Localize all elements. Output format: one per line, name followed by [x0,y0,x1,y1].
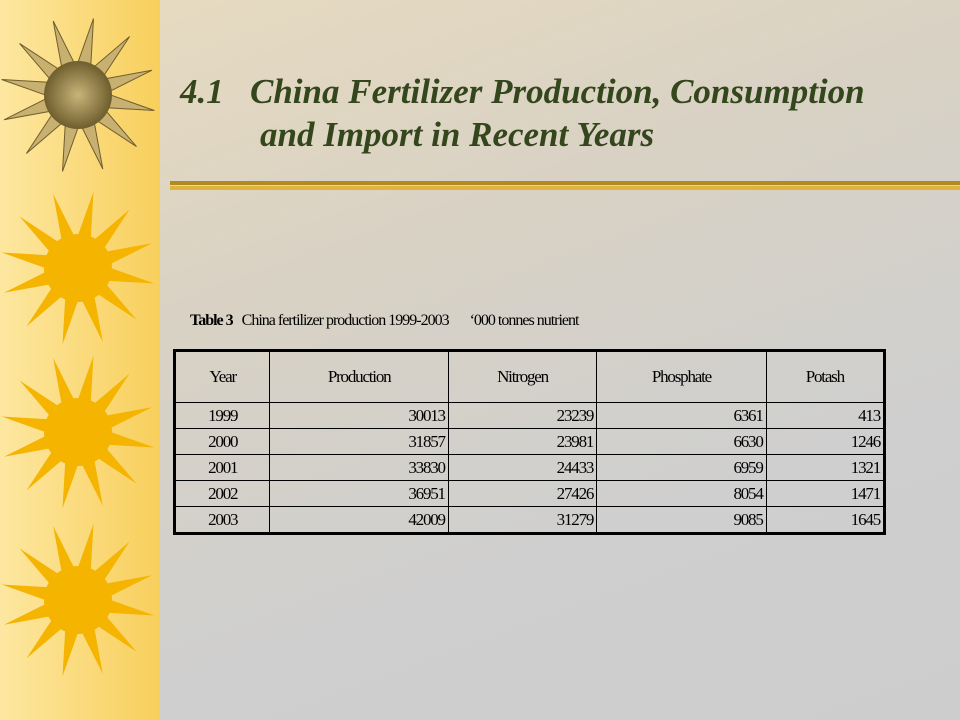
header-cell: Nitrogen [448,351,596,403]
table-cell: 42009 [270,507,448,534]
sun-center [44,61,112,129]
slide: 4.1 China Fertilizer Production, Consump… [0,0,960,720]
table-cell: 6630 [597,429,766,455]
table-cell: 23981 [448,429,596,455]
header-cell: Year [175,351,270,403]
table-cell: 1321 [766,455,884,481]
table-cell: 30013 [270,403,448,429]
table-cell: 6959 [597,455,766,481]
sun-center [44,398,112,466]
table-cell: 27426 [448,481,596,507]
header-cell: Potash [766,351,884,403]
decoration-strip [0,0,160,720]
table-cell: 8054 [597,481,766,507]
table-cell: 1999 [175,403,270,429]
caption-unit: ‘000 tonnes nutrient [470,312,579,329]
table-cell: 23239 [448,403,596,429]
title-rule [170,181,960,191]
table-cell: 1246 [766,429,884,455]
table-cell: 9085 [597,507,766,534]
caption-text: China fertilizer production 1999-2003 [242,312,449,329]
header-cell: Production [270,351,448,403]
table-cell: 2002 [175,481,270,507]
table-caption: Table 3 China fertilizer production 1999… [190,312,578,330]
sun-center [44,566,112,634]
caption-label: Table 3 [190,312,233,329]
sun-center [44,234,112,302]
table-cell: 1471 [766,481,884,507]
table-cell: 6361 [597,403,766,429]
table-cell: 31857 [270,429,448,455]
table-cell: 2003 [175,507,270,534]
table-cell: 2000 [175,429,270,455]
table-cell: 24433 [448,455,596,481]
table-cell: 36951 [270,481,448,507]
table-cell: 31279 [448,507,596,534]
title-line: 4.1 China Fertilizer Production, Consump… [180,72,865,112]
table-cell: 413 [766,403,884,429]
table-cell: 1645 [766,507,884,534]
title-line: and Import in Recent Years [260,115,654,155]
table-cell: 2001 [175,455,270,481]
header-cell: Phosphate [597,351,766,403]
table-cell: 33830 [270,455,448,481]
